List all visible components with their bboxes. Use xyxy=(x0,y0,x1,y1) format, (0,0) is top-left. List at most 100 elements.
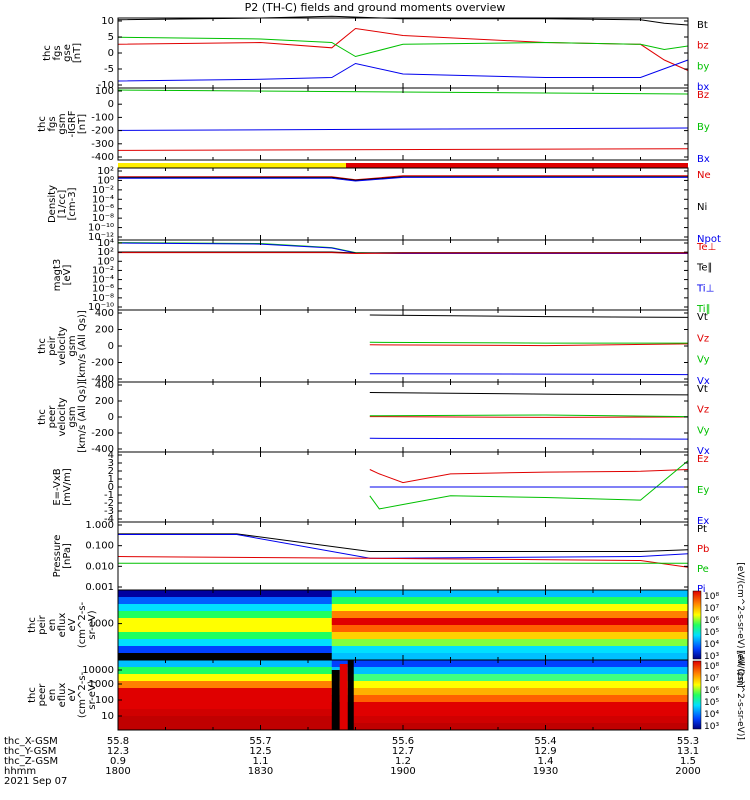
footer-value: 1830 xyxy=(247,766,274,777)
y-tick-label: 0 xyxy=(108,48,114,59)
y-tick-label: 10⁻⁶ xyxy=(92,284,114,295)
panel-pressure: 1.000 0.100 0.010 0.001 Pt Pb Pe Pi Pressure [nPa… xyxy=(52,520,709,595)
y-axis-label-line: [mV/m] xyxy=(62,468,73,506)
y-tick-label: 10⁻⁴ xyxy=(92,275,114,286)
spectrogram-band xyxy=(118,667,332,675)
colorbar-tick-label: 10⁶ xyxy=(704,686,719,696)
spectrogram-band xyxy=(118,702,688,710)
spectrogram-band xyxy=(118,681,332,689)
y-tick-label: 10⁰ xyxy=(97,256,114,267)
spectrogram-band xyxy=(118,688,688,696)
y-axis-label-line: eflux xyxy=(57,613,68,638)
y-tick-label: 0.001 xyxy=(85,582,114,593)
series-line-Vz xyxy=(369,416,689,418)
series-line-Vx xyxy=(369,373,689,376)
footer-row-label: hhmm xyxy=(4,766,37,777)
y-axis-label-line: velocity xyxy=(57,397,68,436)
footer-value: 55.3 xyxy=(676,736,700,747)
y-tick-label: -5 xyxy=(104,64,114,75)
colorbar-tick-label: 10⁴ xyxy=(704,710,719,720)
colorbar-tick-label: 10³ xyxy=(704,722,719,732)
y-tick-label: -1 xyxy=(104,490,114,501)
legend-entry: Bz xyxy=(697,90,709,101)
y-axis-label-line: gsm xyxy=(67,335,78,356)
y-axis-label-line: eV xyxy=(67,618,78,631)
colorbar-tick-label: 10⁴ xyxy=(704,640,719,650)
y-tick-label: -400 xyxy=(91,444,114,455)
y-tick-label: 10⁻⁸ xyxy=(92,213,114,224)
y-tick-label: -200 xyxy=(91,428,114,439)
y-axis-label-line: en xyxy=(47,689,58,702)
y-tick-label: 200 xyxy=(95,396,114,407)
y-tick-label: 200 xyxy=(95,325,114,336)
y-tick-label: 10000 xyxy=(82,665,114,676)
y-axis-label-line: thc xyxy=(37,338,48,354)
y-tick-label: 3 xyxy=(108,458,114,469)
spectrogram-band xyxy=(118,604,688,612)
colorbar-label: [eV/(cm^2-s-sr-eV)] xyxy=(735,650,745,740)
series-line-Npot xyxy=(118,176,688,182)
spectrogram-band xyxy=(118,597,688,605)
y-axis-label-line: fgs xyxy=(47,116,58,131)
spectrogram-band xyxy=(118,625,332,633)
y-tick-label: 100 xyxy=(95,695,114,706)
legend-entry: Vt xyxy=(697,312,708,323)
y-tick-label: 4 xyxy=(108,450,114,461)
legend-entry: Ti⊥ xyxy=(696,283,714,294)
y-axis-label-line: peir xyxy=(47,335,58,355)
y-axis-label-line: Density xyxy=(47,185,58,223)
y-axis-label-line: eflux xyxy=(57,683,68,708)
footer-value: 1900 xyxy=(390,766,416,777)
y-tick-label: 1000 xyxy=(89,619,114,630)
y-tick-label: 10⁻⁸ xyxy=(92,293,114,304)
y-axis-label-line: thc xyxy=(27,617,38,633)
y-axis-label: Density [1/cc] [cm-3] xyxy=(47,185,78,223)
footer-value: 0.9 xyxy=(110,756,126,767)
y-tick-label: 1.000 xyxy=(85,520,114,531)
y-tick-label: 1000 xyxy=(89,679,114,690)
legend-entry: Ez xyxy=(697,454,709,465)
y-tick-label: 10² xyxy=(97,166,114,177)
colorbar-tick-label: 10⁷ xyxy=(704,604,719,614)
footer-value: 12.3 xyxy=(106,746,130,757)
y-axis-label: magt3 [eV] xyxy=(52,259,73,292)
spectrogram-band xyxy=(118,639,688,647)
spectrogram-band xyxy=(118,639,332,647)
spectrogram-band xyxy=(118,653,332,661)
y-axis-label-line: eV xyxy=(67,688,78,701)
legend-entry: Pe xyxy=(697,564,709,575)
y-axis-label-line: sr-eV) xyxy=(87,610,98,639)
y-axis-label: thc peir en eflux eV (cm^2-s-sr-eV) xyxy=(27,601,98,648)
y-axis-label-line: fgs xyxy=(52,45,63,60)
spectrogram-band xyxy=(118,674,688,682)
y-tick-label: 0 xyxy=(108,482,114,493)
panel-frame xyxy=(117,309,689,383)
spectrogram-band xyxy=(118,625,688,633)
legend-entry: Vz xyxy=(697,333,709,344)
spectrogram-band xyxy=(118,709,688,717)
spectrogram-band xyxy=(118,646,688,654)
y-axis-label-line: thc xyxy=(37,116,48,132)
y-tick-label: 1 xyxy=(108,474,114,485)
footer-value: 1.5 xyxy=(680,756,696,767)
spectrogram-band xyxy=(118,618,688,626)
y-axis-label: Pressure [nPa] xyxy=(52,535,73,578)
footer-value: 55.7 xyxy=(249,736,272,747)
series-line-bx xyxy=(117,59,689,82)
series-line-by xyxy=(117,36,689,58)
spectrogram-band xyxy=(118,604,332,612)
y-axis-label: E=-VxB [mV/m] xyxy=(52,468,73,506)
flag-bar-yellow xyxy=(118,163,346,168)
colorbar-peer: 10⁸ 10⁷ 10⁶ 10⁵ 10⁴ 10³ [eV/(cm^2-s-sr-eV)] xyxy=(692,650,745,740)
series-line-Ni xyxy=(118,176,688,181)
legend-entry: Vt xyxy=(697,384,708,395)
footer-value: 55.4 xyxy=(534,736,557,747)
y-tick-label: -100 xyxy=(91,112,114,123)
y-axis-label-line: [1/cc] xyxy=(57,190,68,219)
y-tick-label: 10⁻² xyxy=(92,185,114,196)
footer-value: 12.7 xyxy=(391,746,415,757)
y-tick-label: 400 xyxy=(95,308,114,319)
